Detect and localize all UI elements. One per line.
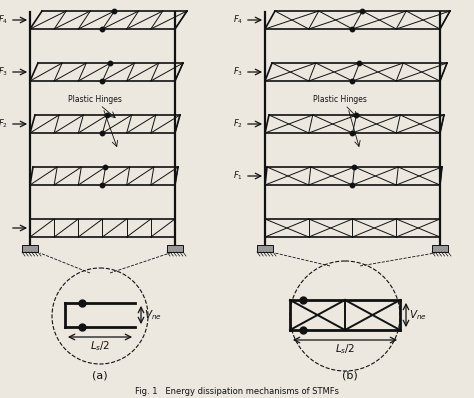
Text: Plastic Hinges: Plastic Hinges (313, 96, 367, 105)
Text: $V_{ne}$: $V_{ne}$ (409, 308, 427, 322)
Text: $F_3$: $F_3$ (233, 66, 243, 78)
Text: $L_s/2$: $L_s/2$ (335, 342, 355, 356)
Text: $F_1$: $F_1$ (233, 170, 243, 182)
Text: $F_2$: $F_2$ (233, 118, 243, 130)
Text: $L_s/2$: $L_s/2$ (90, 339, 110, 353)
Text: $F_4$: $F_4$ (0, 14, 8, 26)
Polygon shape (257, 245, 273, 252)
Text: (b): (b) (342, 370, 358, 380)
Text: Fig. 1   Energy dissipation mechanisms of STMFs: Fig. 1 Energy dissipation mechanisms of … (135, 388, 339, 396)
Text: $F_4$: $F_4$ (233, 14, 243, 26)
Text: $F_3$: $F_3$ (0, 66, 8, 78)
Polygon shape (22, 245, 38, 252)
Text: $V_{ne}$: $V_{ne}$ (144, 308, 162, 322)
Text: $F_2$: $F_2$ (0, 118, 8, 130)
Text: Plastic Hinges: Plastic Hinges (68, 96, 122, 105)
Polygon shape (167, 245, 183, 252)
Text: (a): (a) (92, 370, 108, 380)
Polygon shape (432, 245, 448, 252)
